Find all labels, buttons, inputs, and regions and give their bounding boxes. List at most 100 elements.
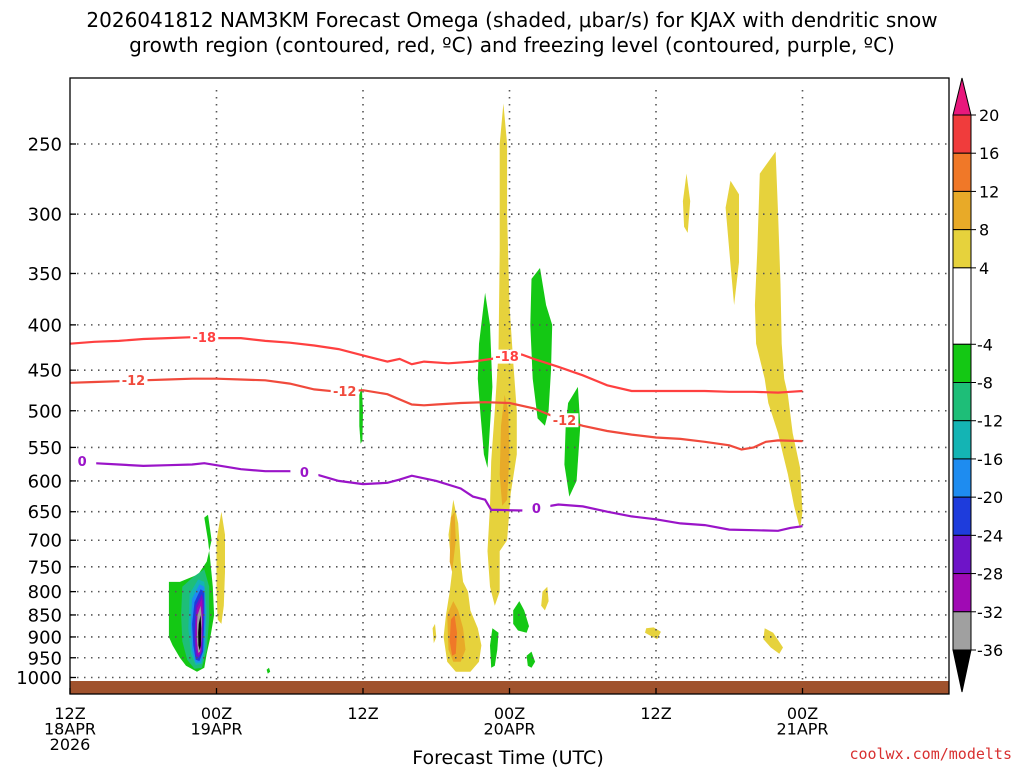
contour-label-minus18-1: -18 (495, 350, 519, 365)
x-tick-label-60-0: 00Z (787, 704, 818, 723)
colorbar-bin-13 (952, 611, 972, 651)
contour-label-bg-minus12-2 (550, 413, 579, 428)
contour-label-bg-freezing-0 (68, 454, 97, 469)
omega-region-29 (645, 627, 661, 640)
colorbar-label-16: 16 (979, 144, 999, 163)
colorbar-bin-3 (952, 190, 972, 231)
y-tick-label-750: 750 (28, 557, 62, 578)
omega-region-18 (499, 395, 510, 506)
colorbar-bin-6 (952, 343, 972, 383)
omega-region-19 (477, 292, 493, 468)
colorbar-label--28: -28 (977, 565, 1003, 584)
colorbar: 20 16 12 8 4 -4 -8 -12 -16 -20 -24 -28 -32 -36 (952, 77, 1003, 693)
omega-region-21 (513, 601, 529, 633)
colorbar-bin-1 (952, 114, 972, 154)
contour-freezing (69, 458, 803, 532)
y-tick-label-550: 550 (28, 438, 62, 459)
ground-surface (70, 681, 949, 694)
x-tick-label-24-0: 12Z (347, 704, 378, 723)
gridlines (70, 90, 949, 680)
omega-region-16 (432, 623, 437, 644)
x-tick-label-60-1: 21APR (776, 720, 828, 739)
omega-region-8 (198, 615, 202, 651)
colorbar-bin-11 (952, 534, 972, 575)
omega-shading-layer (168, 103, 803, 674)
omega-region-10 (359, 386, 363, 444)
colorbar-bin-5 (952, 267, 972, 345)
contour-label-minus18-0: -18 (193, 331, 217, 346)
colorbar-bin-7 (952, 382, 972, 422)
omega-region-13 (449, 511, 456, 572)
colorbar-label--20: -20 (977, 488, 1003, 507)
colorbar-label-8: 8 (979, 221, 989, 240)
contour-label-bg-minus12-1 (330, 384, 359, 399)
colorbar-bin-4 (952, 229, 972, 269)
colorbar-bottom-arrow (952, 649, 972, 693)
contour-label-minus12-1: -12 (333, 385, 357, 400)
omega-region-27 (725, 180, 739, 306)
x-tick-label-0-2: 2026 (50, 735, 91, 754)
contour-minus12 (69, 377, 803, 451)
x-tick-label-12-1: 19APR (190, 720, 242, 739)
omega-region-15 (449, 615, 457, 656)
y-tick-label-950: 950 (28, 648, 62, 669)
colorbar-label--16: -16 (977, 450, 1003, 469)
omega-region-30 (763, 628, 783, 654)
y-tick-label-250: 250 (28, 135, 62, 156)
colorbar-label--32: -32 (977, 603, 1003, 622)
colorbar-top-arrow (952, 77, 972, 116)
chart-title-line-2: growth region (contoured, red, ºC) and f… (129, 33, 895, 57)
omega-region-9 (216, 511, 225, 624)
omega-region-22 (530, 268, 553, 426)
x-tick-label-0-0: 12Z (54, 704, 85, 723)
contour-label-freezing-0: 0 (78, 455, 87, 470)
contour-label-minus12-2: -12 (553, 414, 577, 429)
y-tick-label-700: 700 (28, 531, 62, 552)
colorbar-bin-9 (952, 458, 972, 498)
x-tick-label-0-1: 18APR (44, 720, 96, 739)
colorbar-label-4: 4 (979, 259, 989, 278)
temperature-contours: -18 -18 -12 -12 -12 0 0 0 (68, 330, 803, 532)
x-tick-label-48-0: 12Z (640, 704, 671, 723)
y-tick-label-350: 350 (28, 264, 62, 285)
omega-region-26 (682, 173, 691, 233)
y-tick-label-900: 900 (28, 627, 62, 648)
contour-label-bg-minus18-0 (190, 330, 219, 345)
x-axis-label: Forecast Time (UTC) (412, 747, 603, 768)
y-tick-label-1000: 1000 (16, 668, 62, 689)
y-tick-label-850: 850 (28, 605, 62, 626)
y-tick-label-500: 500 (28, 401, 62, 422)
y-tick-label-400: 400 (28, 315, 62, 336)
colorbar-bin-10 (952, 496, 972, 536)
colorbar-label--8: -8 (977, 374, 993, 393)
credit-text: coolwx.com/modelts (849, 745, 1012, 763)
omega-region-11 (266, 667, 271, 674)
colorbar-label--36: -36 (977, 641, 1003, 660)
omega-region-28 (754, 151, 803, 530)
omega-region-24 (526, 651, 536, 668)
y-tick-label-300: 300 (28, 205, 62, 226)
colorbar-label--4: -4 (977, 335, 993, 354)
colorbar-bin-8 (952, 420, 972, 460)
contour-label-bg-minus12-0 (119, 373, 148, 388)
contour-label-bg-freezing-2 (522, 501, 551, 516)
x-tick-label-36-0: 00Z (494, 704, 525, 723)
colorbar-bin-12 (952, 573, 972, 613)
contour-label-bg-minus18-1 (493, 349, 522, 364)
colorbar-label-20: 20 (979, 106, 999, 125)
contour-minus18 (69, 336, 803, 394)
omega-region-23 (564, 386, 581, 497)
x-tick-label-36-1: 20APR (483, 720, 535, 739)
x-tick-label-12-0: 00Z (201, 704, 232, 723)
colorbar-bin-2 (952, 152, 972, 192)
y-tick-label-800: 800 (28, 582, 62, 603)
colorbar-label--12: -12 (977, 412, 1003, 431)
contour-label-bg-freezing-1 (290, 465, 319, 480)
y-tick-label-650: 650 (28, 502, 62, 523)
omega-region-20 (490, 628, 499, 668)
y-tick-label-600: 600 (28, 471, 62, 492)
colorbar-label-12: 12 (979, 182, 999, 201)
y-tick-label-450: 450 (28, 361, 62, 382)
axes: 2503003504004505005506006507007508008509… (16, 77, 950, 754)
